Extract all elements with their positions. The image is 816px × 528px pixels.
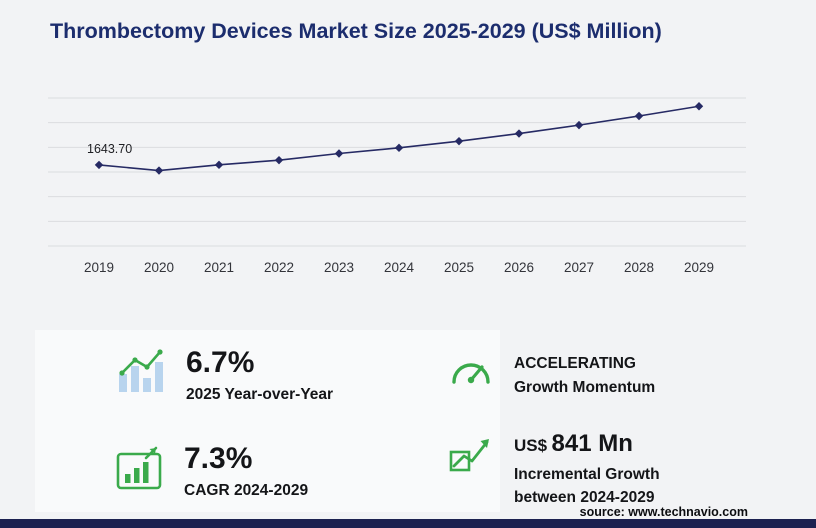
data-point-marker [634,111,644,121]
momentum-line2: Growth Momentum [514,379,656,397]
yoy-value: 6.7% [186,346,255,379]
incremental-label1: Incremental Growth [514,466,660,483]
x-axis-label: 2020 [144,260,174,275]
x-axis-label: 2024 [384,260,415,275]
cagr-label: CAGR 2024-2029 [184,482,309,499]
data-point-marker [574,120,584,130]
cagr-chart-icon [116,444,164,495]
data-point-marker [214,160,224,170]
x-axis-label: 2023 [324,260,354,275]
bottom-accent-bar [0,519,816,528]
incremental-currency-prefix: US$ [514,436,548,455]
stats-card-background [35,330,500,512]
momentum-line1: ACCELERATING [514,355,636,372]
x-axis-label: 2021 [204,260,234,275]
market-size-line-chart: 1643.70 2019 2020 2021 2022 2023 2024 2025 2026 2… [48,97,746,275]
growth-arrow-icon [448,432,494,479]
data-point-marker [154,166,164,175]
data-point-marker [334,149,344,158]
series-line [98,105,700,172]
incremental-value: 841 Mn [551,430,633,457]
data-point-marker [454,136,464,146]
speedometer-icon [448,352,494,397]
first-point-value-label: 1643.70 [87,142,132,156]
stat-growth-momentum: ACCELERATING Growth Momentum [448,352,655,400]
source-attribution: source: www.technavio.com [579,505,748,519]
stat-cagr: 7.3% CAGR 2024-2029 [116,444,308,502]
x-axis-label: 2019 [84,260,114,275]
data-point-marker [514,129,524,138]
x-axis-label: 2027 [564,260,594,275]
data-point-marker [394,143,404,153]
incremental-value-line: US$ 841 Mn [514,432,660,456]
x-axis-label: 2022 [264,260,294,275]
x-axis-label: 2025 [444,260,474,275]
chart-title: Thrombectomy Devices Market Size 2025-20… [50,19,662,43]
cagr-value: 7.3% [184,442,253,475]
data-point-marker [274,155,284,165]
data-point-marker [94,160,104,170]
incremental-label2: between 2024-2029 [514,488,655,506]
stat-incremental-growth: US$ 841 Mn Incremental Growth between 20… [448,432,660,510]
bar-chart-growth-icon [116,348,166,399]
x-axis-label: 2028 [624,260,654,275]
x-axis-label: 2029 [684,260,714,275]
stat-yoy-growth: 6.7% 2025 Year-over-Year [116,348,333,406]
yoy-label: 2025 Year-over-Year [186,386,334,403]
x-axis-label: 2026 [504,260,534,275]
data-point-marker [694,102,704,111]
